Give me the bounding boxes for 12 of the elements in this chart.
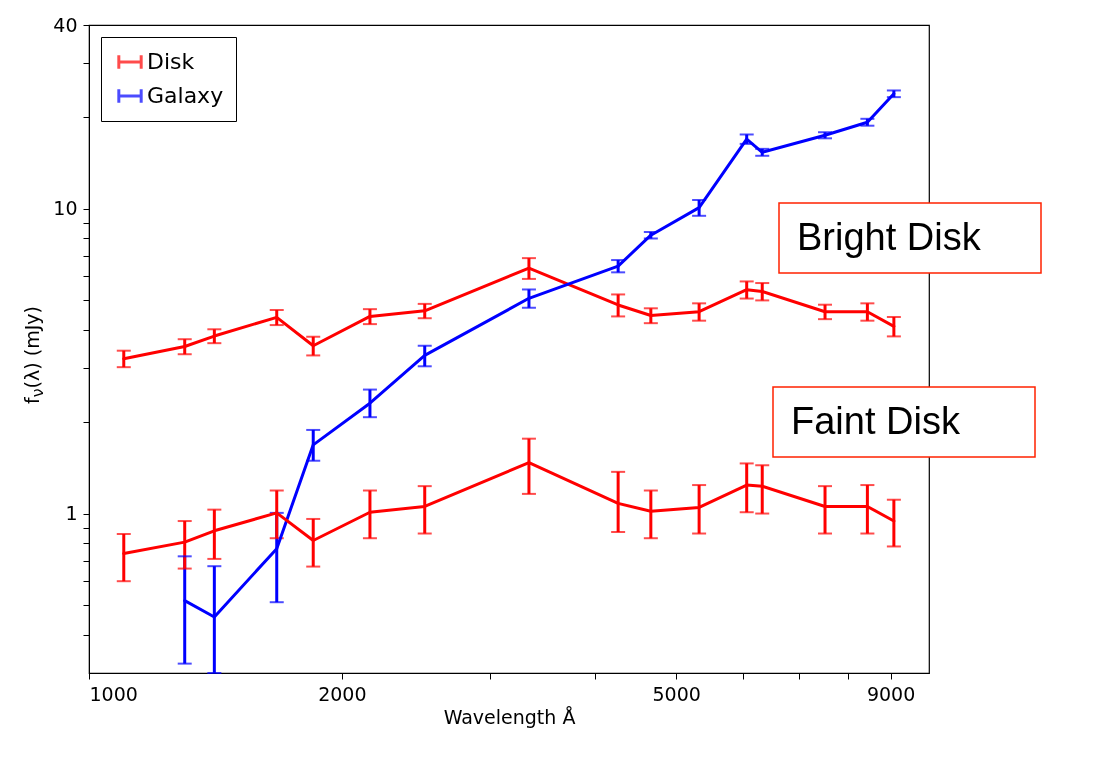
x-tick-label: 5000: [652, 682, 701, 705]
annotation: Faint Disk: [791, 400, 961, 442]
y-tick-label: 1: [65, 502, 78, 525]
x-tick-label: 9000: [866, 682, 916, 705]
y-tick-label: 40: [53, 13, 78, 36]
annotation: Bright Disk: [797, 216, 982, 258]
x-tick-label: 1000: [89, 682, 138, 705]
x-tick-label: 2000: [318, 682, 367, 705]
legend-label: Galaxy: [147, 83, 224, 108]
legend-label: Disk: [147, 49, 195, 74]
x-axis-title: Wavelength Å: [443, 705, 576, 728]
y-tick-label: 10: [53, 197, 78, 220]
